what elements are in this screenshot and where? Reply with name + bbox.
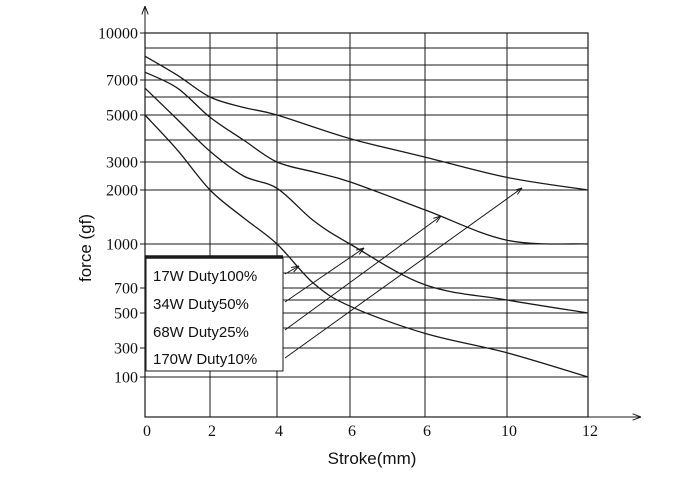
leader-arrowhead xyxy=(514,187,523,191)
y-tick-label: 5000 xyxy=(106,108,138,125)
y-tick-label: 100 xyxy=(114,370,138,387)
x-axis-line-arrowhead xyxy=(632,413,642,418)
y-axis-line-arrowhead xyxy=(141,5,146,15)
legend-entry-34w-duty50: 34W Duty50% xyxy=(153,296,249,313)
leader-arrowhead xyxy=(291,265,300,268)
y-tick-label: 3000 xyxy=(106,155,138,172)
y-tick-label: 2000 xyxy=(106,183,138,200)
leader-arrowhead xyxy=(516,187,523,195)
axes xyxy=(140,5,642,421)
curve-17w-duty100 xyxy=(144,114,589,378)
y-tick-label: 300 xyxy=(114,341,138,358)
leader-arrowhead xyxy=(433,215,442,219)
legend-box xyxy=(145,256,284,372)
force-curves xyxy=(144,55,589,378)
x-tick-label: 6 xyxy=(423,423,431,440)
leader-line-68w-duty25 xyxy=(284,215,442,331)
leader-arrowhead xyxy=(293,265,300,273)
legend-entry-170w-duty10: 170W Duty10% xyxy=(153,351,257,368)
curve-170w-duty10 xyxy=(144,55,589,191)
legend: 17W Duty100% 34W Duty50% 68W Duty25% 170… xyxy=(144,255,284,372)
x-tick-label: 6 xyxy=(348,423,356,440)
x-tick-label: 2 xyxy=(208,423,216,440)
x-tick-label: 10 xyxy=(501,423,517,440)
leader-line-170w-duty10 xyxy=(284,187,523,359)
x-axis-title: Stroke(mm) xyxy=(328,449,417,468)
y-axis-title: force (gf) xyxy=(76,214,95,282)
y-tick-label: 700 xyxy=(114,281,138,298)
x-tick-label: 0 xyxy=(143,423,151,440)
y-tick-label: 10000 xyxy=(98,26,138,43)
y-tick-label: 500 xyxy=(114,306,138,323)
leader-arrowhead xyxy=(436,215,442,223)
x-tick-label: 4 xyxy=(275,423,283,440)
leader-line-17w-duty100 xyxy=(284,265,300,275)
x-axis-line-arrowhead xyxy=(632,416,642,421)
leader-line-34w-duty50 xyxy=(284,247,365,303)
legend-entry-68w-duty25: 68W Duty25% xyxy=(153,324,249,341)
y-axis-line-arrowhead xyxy=(144,5,149,15)
y-tick-label: 7000 xyxy=(106,73,138,90)
curve-68w-duty25 xyxy=(144,71,589,245)
x-tick-label: 12 xyxy=(582,423,598,440)
legend-entry-17w-duty100: 17W Duty100% xyxy=(153,268,257,285)
curve-34w-duty50 xyxy=(144,87,589,314)
leader-arrowhead xyxy=(356,247,365,251)
leader-arrowhead xyxy=(358,247,365,255)
legend-leader-arrows xyxy=(284,187,523,359)
y-tick-label: 1000 xyxy=(106,237,138,254)
